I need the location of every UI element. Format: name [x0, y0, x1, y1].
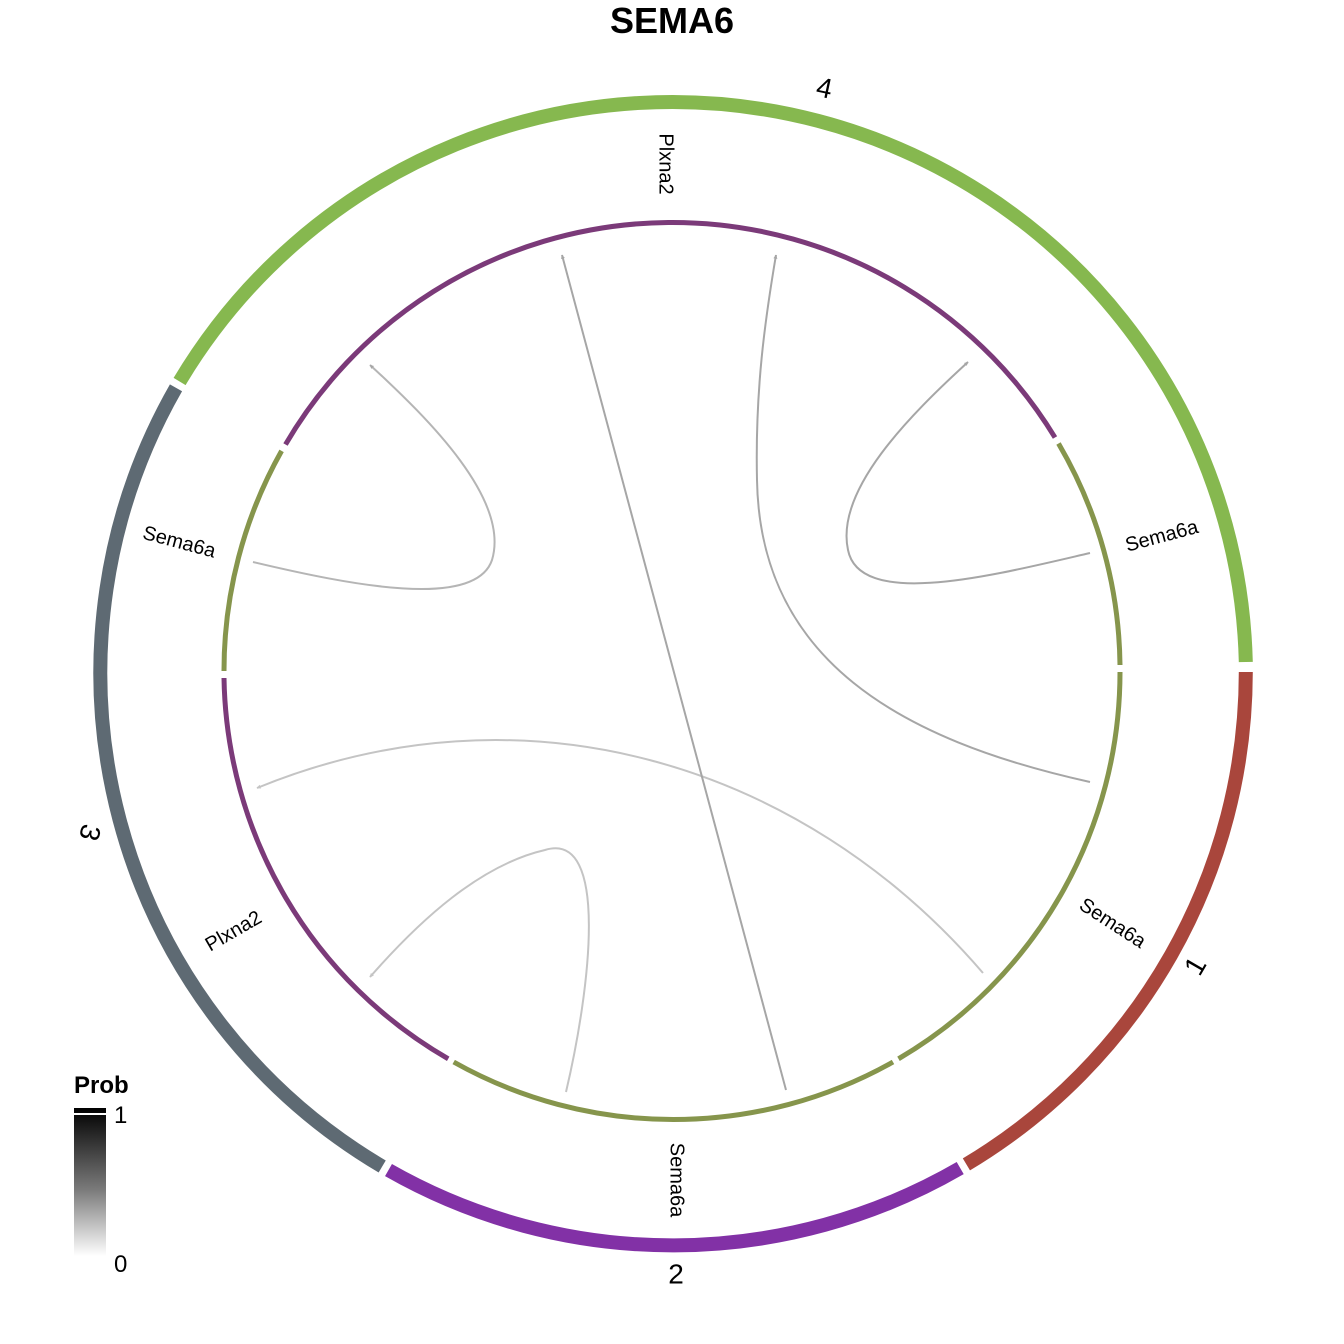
track-label-plxna2-3: Plxna2: [202, 907, 266, 957]
track-arc-sema6a-3[interactable]: [221, 449, 284, 672]
track-arc-plxna2-3[interactable]: [221, 677, 450, 1061]
link-4b-to-4[interactable]: [755, 254, 1091, 783]
group-label-3: 3: [73, 821, 107, 844]
track-arc-sema6a-4[interactable]: [1056, 442, 1123, 666]
track-arc-sema6a-2[interactable]: [452, 1059, 895, 1122]
track-label-sema6a-2: Sema6a: [666, 1143, 688, 1218]
track-label-sema6a-4: Sema6a: [1123, 516, 1201, 557]
group-arc-4[interactable]: [173, 95, 1253, 663]
track-arc-sema6a-1[interactable]: [897, 671, 1123, 1061]
track-label-plxna2-4: Plxna2: [655, 133, 677, 194]
link-2-to-3[interactable]: [369, 847, 590, 1093]
chart-title: SEMA6: [609, 0, 735, 41]
link-1-to-3[interactable]: [256, 739, 984, 974]
link-3-to-4[interactable]: [252, 364, 496, 590]
legend-tick-max: [74, 1113, 106, 1115]
group-arc-2[interactable]: [385, 1162, 964, 1253]
group-label-1: 1: [1178, 951, 1213, 980]
track-label-sema6a-3: Sema6a: [140, 522, 218, 563]
legend-title: Prob: [74, 1072, 129, 1099]
legend-min-label: 0: [114, 1251, 128, 1278]
group-label-2: 2: [668, 1258, 684, 1289]
group-arc-3[interactable]: [93, 384, 386, 1173]
prob-legend: Prob 1 0: [74, 1072, 194, 1277]
legend-max-label: 1: [114, 1102, 128, 1129]
group-arc-1[interactable]: [962, 671, 1253, 1171]
track-arc-plxna2-4[interactable]: [283, 219, 1058, 446]
link-4a-to-4[interactable]: [845, 361, 1091, 585]
link-2-to-4[interactable]: [561, 254, 787, 1091]
track-label-sema6a-1: Sema6a: [1075, 894, 1150, 953]
legend-colorbar: [74, 1108, 106, 1256]
group-label-4: 4: [814, 71, 836, 105]
